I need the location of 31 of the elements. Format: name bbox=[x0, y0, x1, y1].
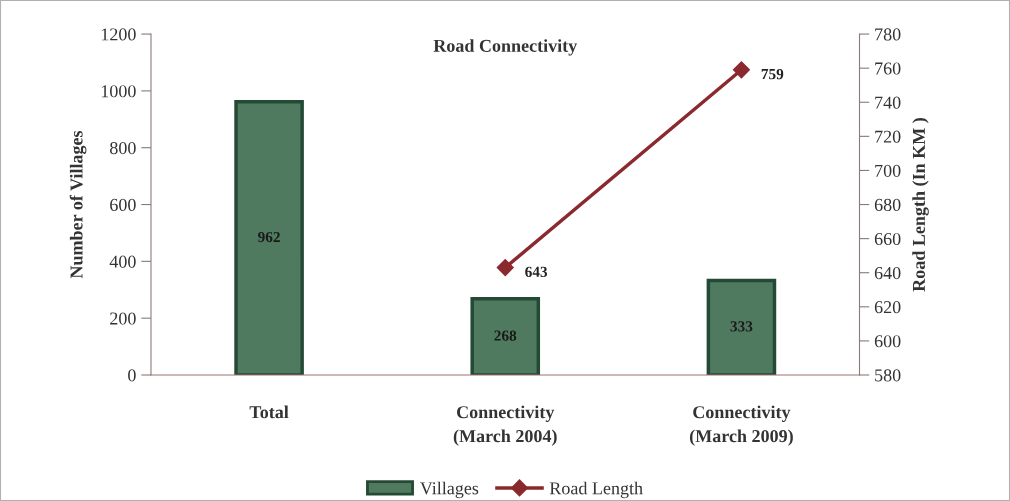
y2-tick-label: 580 bbox=[875, 369, 901, 382]
y-tick-label: 0 bbox=[128, 369, 136, 382]
y2-tick-label: 740 bbox=[875, 96, 901, 109]
y2-tick-label: 720 bbox=[875, 130, 901, 143]
y-tick-label: 200 bbox=[110, 312, 136, 325]
y-tick-label: 600 bbox=[110, 198, 136, 211]
y2-tick-label: 620 bbox=[874, 301, 901, 314]
y2-tick-label: 660 bbox=[874, 232, 901, 246]
y-tick-label: 1200 bbox=[101, 28, 136, 41]
y-tick-label: 400 bbox=[109, 255, 136, 268]
chart-title: Road Connectivity bbox=[433, 39, 578, 56]
data-label: 759 bbox=[761, 68, 784, 80]
y2-axis-title: Road Length (In KM ) bbox=[912, 118, 929, 292]
x-tick-label: Connectivity (March 2004) bbox=[453, 405, 557, 446]
y2-tick-label: 680 bbox=[874, 198, 901, 211]
y-tick-label: 1000 bbox=[101, 85, 136, 98]
y-axis-title: Number of Villages bbox=[69, 130, 87, 279]
data-label: 268 bbox=[494, 330, 517, 341]
legend-label: Road Length bbox=[549, 481, 643, 499]
y-tick-label: 800 bbox=[110, 141, 136, 155]
y2-tick-label: 780 bbox=[875, 28, 901, 41]
data-label: 333 bbox=[730, 321, 753, 332]
y2-tick-label: 700 bbox=[875, 164, 901, 177]
y2-tick-label: 640 bbox=[874, 266, 901, 280]
data-label: 962 bbox=[258, 231, 280, 243]
x-tick-label: Total bbox=[249, 405, 289, 419]
data-label: 643 bbox=[525, 266, 548, 277]
y2-tick-label: 600 bbox=[874, 335, 901, 348]
legend-label: Villages bbox=[420, 481, 479, 499]
x-tick-label: Connectivity (March 2009) bbox=[689, 405, 793, 446]
y2-tick-label: 760 bbox=[875, 62, 901, 75]
